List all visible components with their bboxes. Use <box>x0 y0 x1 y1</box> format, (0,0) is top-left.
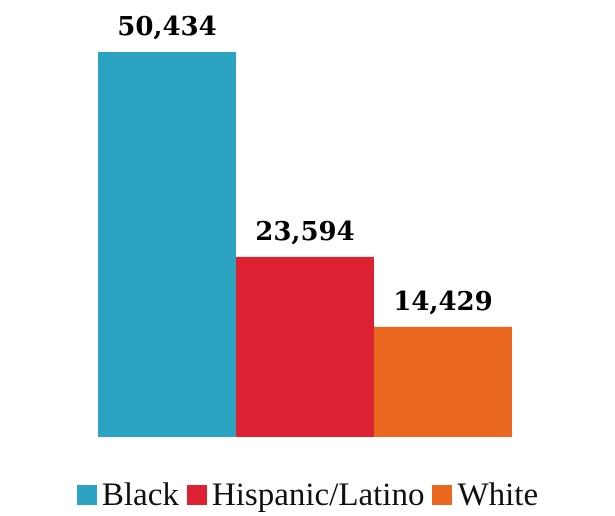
data-label-black: 50,434 <box>117 12 217 42</box>
data-label-white: 14,429 <box>393 287 493 317</box>
legend: Black Hispanic/Latino White <box>0 474 615 516</box>
legend-swatch-white <box>432 485 453 505</box>
legend-label-white: White <box>457 476 539 513</box>
bar-black <box>98 52 236 437</box>
legend-label-black: Black <box>101 476 179 513</box>
data-labels-group: 50,434 23,594 14,429 <box>117 12 493 317</box>
bar-white <box>374 326 512 437</box>
legend-item-hispanic-latino: Hispanic/Latino <box>186 476 425 513</box>
data-label-hispanic-latino: 23,594 <box>255 217 355 247</box>
legend-item-white: White <box>432 476 539 513</box>
bar-hispanic-latino <box>236 256 374 437</box>
legend-label-hispanic-latino: Hispanic/Latino <box>211 476 425 513</box>
legend-swatch-hispanic-latino <box>186 485 207 505</box>
legend-swatch-black <box>76 485 97 505</box>
bar-chart: 50,434 23,594 14,429 <box>98 12 512 437</box>
bars-group <box>98 52 512 437</box>
legend-item-black: Black <box>76 476 179 513</box>
